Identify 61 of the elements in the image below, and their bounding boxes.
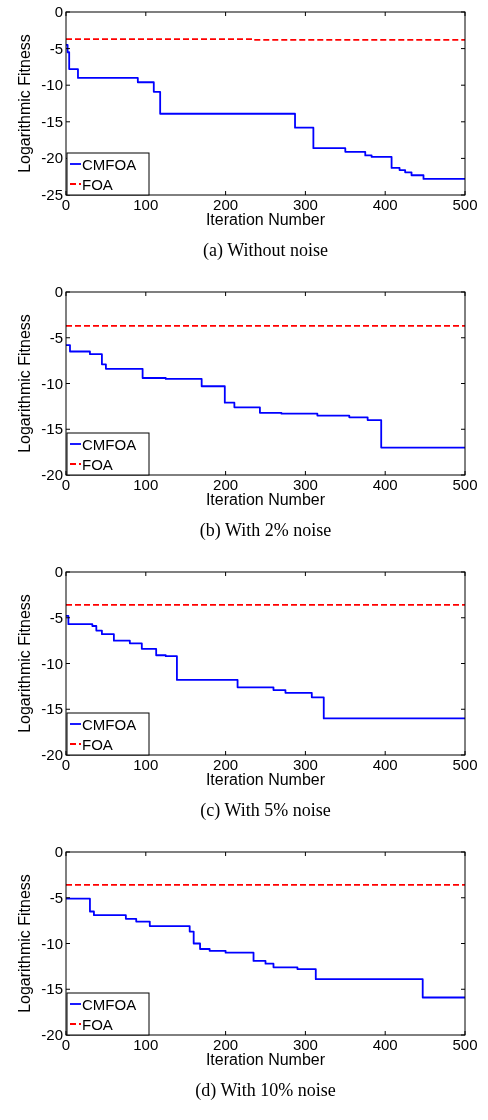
legend-label: CMFOA — [82, 156, 137, 173]
y-tick-label: 0 — [54, 843, 63, 860]
y-tick-label: -10 — [41, 934, 63, 952]
x-tick-label: 100 — [133, 196, 159, 213]
x-tick-label: 300 — [292, 756, 318, 773]
legend-label: FOA — [82, 456, 113, 473]
y-axis-title: Logarithmic Fitness — [16, 34, 33, 173]
x-axis-title: Iteration Number — [205, 771, 326, 788]
text: (d) With 10% noise — [195, 1080, 336, 1101]
x-tick-label: 400 — [372, 756, 398, 773]
text: (b) With 2% noise — [199, 520, 332, 541]
x-tick-label: 400 — [372, 196, 398, 213]
y-tick-label: -5 — [49, 328, 63, 346]
x-tick-label: 200 — [213, 196, 239, 213]
x-tick-label: 200 — [213, 756, 239, 773]
legend-label: CMFOA — [82, 716, 137, 733]
legend-label: CMFOA — [82, 436, 137, 453]
x-tick-label: 400 — [372, 1036, 398, 1053]
x-tick-label: 500 — [452, 476, 478, 493]
x-tick-label: 200 — [213, 476, 239, 493]
y-tick-label: 0 — [54, 283, 63, 300]
y-tick-label: -20 — [41, 149, 63, 167]
y-axis-title: Logarithmic Fitness — [16, 314, 33, 453]
x-tick-label: 500 — [452, 1036, 478, 1053]
y-tick-label: 0 — [54, 563, 63, 580]
y-tick-label: -5 — [49, 608, 63, 626]
y-tick-label: -10 — [41, 654, 63, 672]
x-tick-label: 300 — [292, 476, 318, 493]
x-tick-label: 100 — [133, 1036, 159, 1053]
y-tick-label: 0 — [54, 3, 63, 20]
x-tick-label: 300 — [292, 196, 318, 213]
x-tick-label: 300 — [292, 1036, 318, 1053]
y-tick-label: -5 — [49, 888, 63, 906]
text: (c) With 5% noise — [200, 800, 331, 821]
legend-label: FOA — [82, 736, 113, 753]
x-tick-label: 500 — [452, 756, 478, 773]
y-tick-label: -20 — [41, 1026, 63, 1043]
y-axis-title: Logarithmic Fitness — [16, 594, 33, 733]
y-tick-label: -10 — [41, 374, 63, 392]
y-tick-label: -20 — [41, 746, 63, 763]
y-tick-label: -15 — [41, 980, 63, 998]
x-axis-title: Iteration Number — [205, 491, 326, 508]
y-tick-label: -25 — [41, 186, 63, 203]
y-axis-title: Logarithmic Fitness — [16, 874, 33, 1013]
x-axis-title: Iteration Number — [205, 1051, 326, 1068]
y-tick-label: -15 — [41, 420, 63, 438]
x-tick-label: 200 — [213, 1036, 239, 1053]
legend-label: FOA — [82, 1016, 113, 1033]
legend-label: CMFOA — [82, 996, 137, 1013]
legend-label: FOA — [82, 176, 113, 193]
x-tick-label: 500 — [452, 196, 478, 213]
y-tick-label: -15 — [41, 700, 63, 718]
text: (a) Without noise — [203, 240, 328, 261]
x-axis-title: Iteration Number — [205, 211, 326, 228]
y-tick-label: -5 — [49, 39, 63, 57]
y-tick-label: -15 — [41, 112, 63, 130]
x-tick-label: 400 — [372, 476, 398, 493]
y-tick-label: -10 — [41, 76, 63, 94]
y-tick-label: -20 — [41, 466, 63, 483]
x-tick-label: 100 — [133, 756, 159, 773]
x-tick-label: 100 — [133, 476, 159, 493]
